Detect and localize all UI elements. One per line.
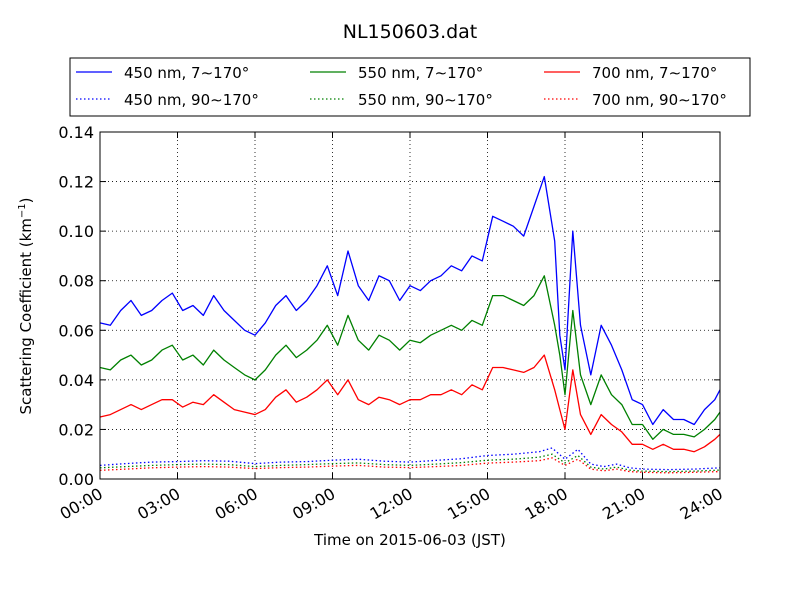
- legend-label: 450 nm, 7∼170°: [124, 64, 249, 82]
- y-tick-label: 0.02: [58, 420, 94, 439]
- ticks: [99, 131, 721, 480]
- series-line: [99, 453, 721, 473]
- y-tick-label: 0.08: [58, 272, 94, 291]
- legend-label: 700 nm, 90∼170°: [592, 91, 727, 109]
- gridlines: [100, 132, 720, 479]
- series-layer: [99, 175, 721, 474]
- plot-background: [100, 132, 720, 479]
- y-tick-label: 0.12: [58, 173, 94, 192]
- y-tick-label: 0.10: [58, 222, 94, 241]
- chart-title: NL150603.dat: [343, 21, 478, 43]
- series-line: [99, 354, 721, 453]
- series-line: [99, 175, 721, 426]
- legend-label: 550 nm, 90∼170°: [358, 91, 493, 109]
- y-axis-label: Scattering Coefficient (km−1): [17, 197, 35, 414]
- legend: 450 nm, 7∼170° 450 nm, 90∼170° 550 nm, 7∼1…: [69, 57, 751, 117]
- legend-label: 450 nm, 90∼170°: [124, 91, 259, 109]
- legend-label: 550 nm, 7∼170°: [358, 64, 483, 82]
- y-axis-label-end: ): [17, 197, 35, 203]
- legend-items: 450 nm, 7∼170° 450 nm, 90∼170° 550 nm, 7∼1…: [76, 64, 727, 109]
- y-axis-label-main: Scattering Coefficient (km: [17, 218, 35, 414]
- y-tick-label: 0.06: [58, 321, 94, 340]
- y-tick-label: 0.04: [58, 371, 94, 390]
- plot-area: 00:00 03:00 06:00 09:00 12:00 15:00 18:00 21:00…: [57, 123, 726, 524]
- y-tick-label: 0.14: [58, 123, 94, 142]
- legend-box: [69, 57, 751, 117]
- series-line: [99, 447, 721, 471]
- y-tick-labels: 0.00 0.02 0.04 0.06 0.08 0.10 0.12 0.14: [58, 123, 94, 489]
- legend-label: 700 nm, 7∼170°: [592, 64, 717, 82]
- x-axis-label: Time on 2015-06-03 (JST): [313, 531, 506, 549]
- y-tick-label: 0.00: [58, 470, 94, 489]
- series-line: [99, 275, 721, 440]
- y-axis-label-sup: −1: [17, 203, 28, 218]
- series-line: [99, 457, 721, 474]
